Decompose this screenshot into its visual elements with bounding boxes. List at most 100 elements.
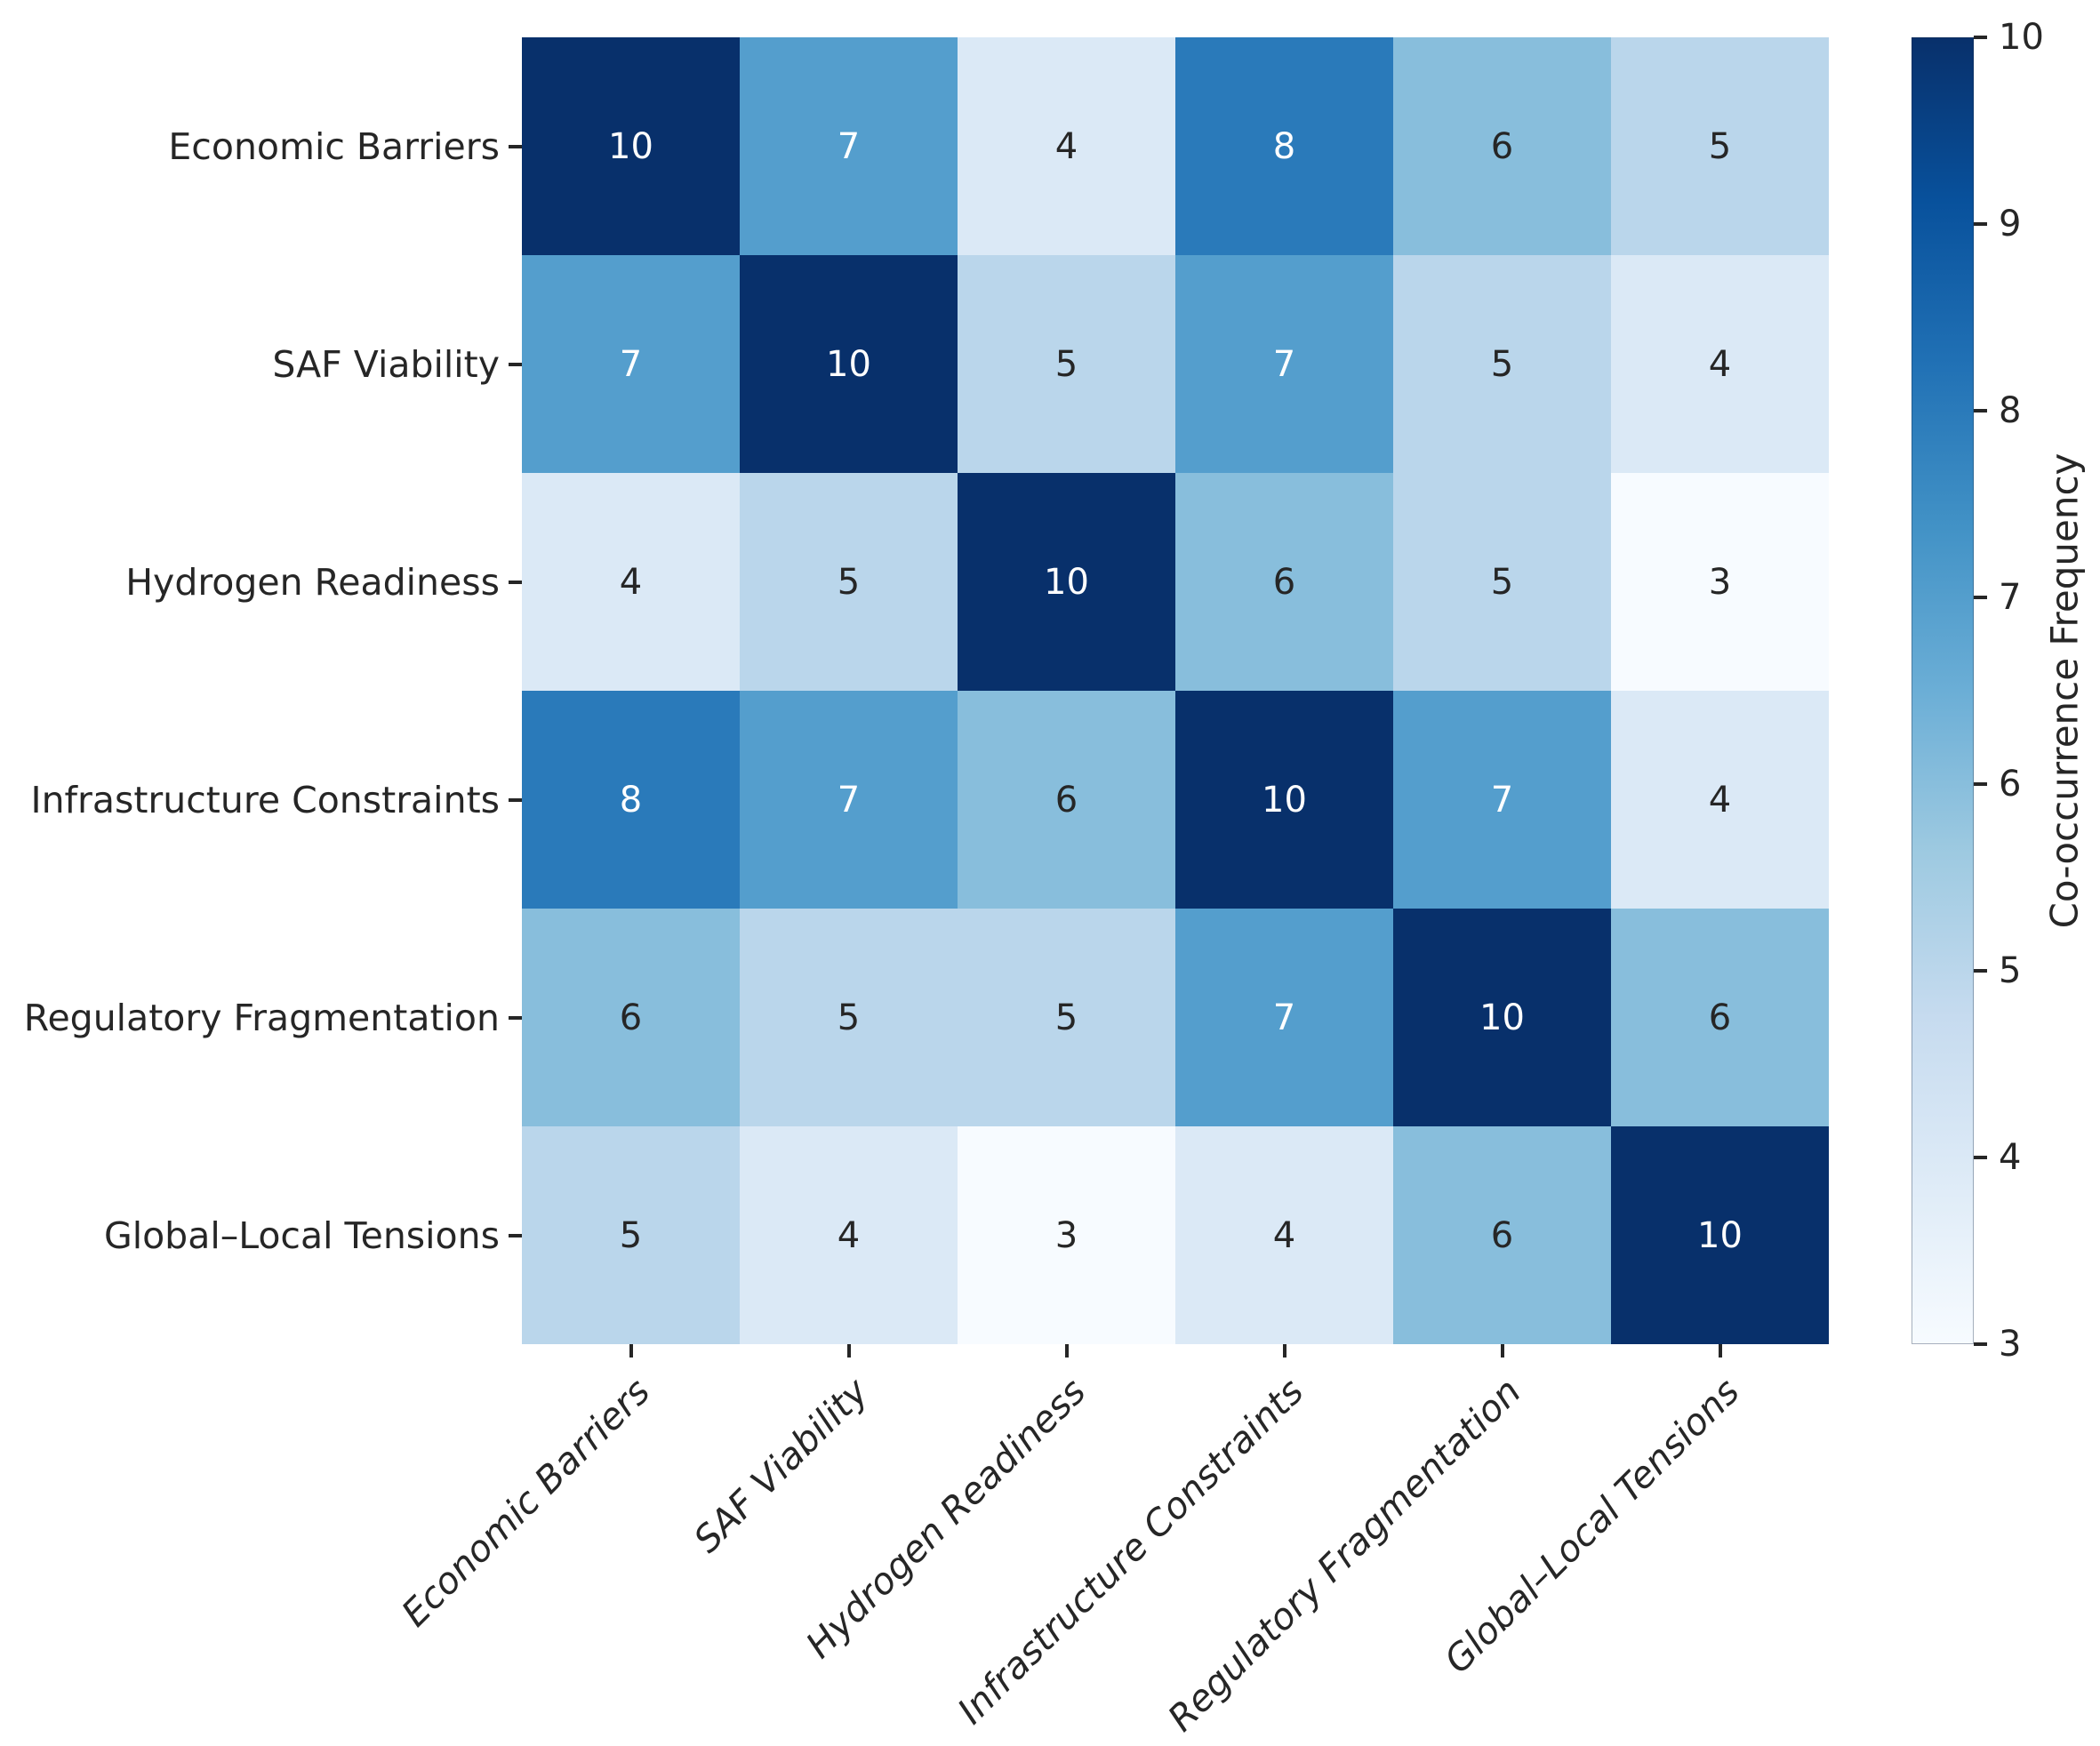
heatmap-cell: 4: [1611, 255, 1829, 473]
heatmap-cell: 4: [522, 473, 740, 691]
heatmap-cell: 4: [958, 37, 1175, 255]
colorbar-tick-label: 7: [1999, 577, 2022, 618]
heatmap-cell: 8: [1175, 37, 1393, 255]
y-axis-tick: [509, 144, 522, 148]
cell-value: 4: [837, 1214, 861, 1256]
heatmap-cell: 7: [522, 255, 740, 473]
heatmap-cell: 5: [1393, 255, 1611, 473]
heatmap-cell: 7: [1175, 909, 1393, 1126]
cell-value: 7: [1272, 997, 1296, 1038]
cell-value: 7: [1490, 779, 1514, 821]
x-axis-tick: [846, 1344, 851, 1358]
x-axis-label: Infrastructure Constraints: [949, 1370, 1312, 1733]
colorbar-tick: [1974, 1342, 1987, 1346]
y-axis-tick: [509, 1015, 522, 1020]
heatmap-cell: 3: [958, 1126, 1175, 1344]
colorbar-tick: [1974, 1156, 1987, 1159]
heatmap-cell: 6: [1611, 909, 1829, 1126]
cell-value: 4: [1708, 779, 1732, 821]
y-axis-label: Regulatory Fragmentation: [23, 996, 500, 1039]
colorbar-tick: [1974, 36, 1987, 39]
cell-value: 3: [1054, 1214, 1078, 1256]
heatmap-cell: 5: [740, 473, 958, 691]
heatmap-cell: 7: [740, 691, 958, 909]
colorbar-tick: [1974, 969, 1987, 973]
heatmap-cell: 6: [522, 909, 740, 1126]
y-axis-tick: [509, 797, 522, 802]
heatmap-cell: 8: [522, 691, 740, 909]
colorbar-tick-label: 9: [1999, 204, 2022, 244]
heatmap-cell: 6: [1393, 1126, 1611, 1344]
heatmap-plot: 10 7 4 8 6 5 7 10 5 7 5 4 4 5 10 6 5 3 8 7 6 10 7 4 6 5 5 7 10 6 5 4 3 4 6…: [522, 37, 1829, 1344]
heatmap-cell: 6: [958, 691, 1175, 909]
cell-value: 4: [619, 561, 643, 603]
cell-value: 7: [1272, 343, 1296, 385]
x-axis-tick: [1064, 1344, 1069, 1358]
y-axis-label: Global–Local Tensions: [103, 1213, 500, 1257]
x-axis-label: Economic Barriers: [393, 1370, 659, 1635]
cell-value: 6: [1708, 997, 1732, 1038]
colorbar-tick: [1974, 782, 1987, 786]
cell-value: 7: [619, 343, 643, 385]
cell-value: 6: [619, 997, 643, 1038]
heatmap-cell: 7: [740, 37, 958, 255]
cell-value: 5: [619, 1214, 643, 1256]
cell-value: 3: [1708, 561, 1732, 603]
heatmap-cell: 10: [1175, 691, 1393, 909]
x-axis-tick: [629, 1344, 633, 1358]
colorbar-tick-label: 3: [1999, 1324, 2022, 1365]
cell-value: 5: [1490, 343, 1514, 385]
heatmap-cell: 7: [1175, 255, 1393, 473]
heatmap-cell: 10: [958, 473, 1175, 691]
colorbar-tick: [1974, 409, 1987, 412]
x-axis-label: SAF Viability: [685, 1370, 877, 1561]
cell-value: 7: [837, 779, 861, 821]
colorbar-tick-label: 6: [1999, 764, 2022, 805]
cell-value: 5: [1054, 343, 1078, 385]
colorbar-tick-label: 10: [1999, 17, 2044, 58]
x-axis-tick: [1282, 1344, 1286, 1358]
colorbar-tick-label: 4: [1999, 1137, 2022, 1178]
cell-value: 5: [1708, 125, 1732, 167]
cell-value: 6: [1272, 561, 1296, 603]
cell-value: 10: [1479, 997, 1525, 1038]
cell-value: 10: [1262, 779, 1307, 821]
cell-value: 8: [619, 779, 643, 821]
cell-value: 8: [1272, 125, 1296, 167]
cell-value: 10: [1044, 561, 1089, 603]
colorbar-axis-label: Co-occurrence Frequency: [2042, 453, 2087, 929]
heatmap-cell: 10: [1393, 909, 1611, 1126]
x-axis-tick: [1718, 1344, 1722, 1358]
heatmap-cell: 10: [522, 37, 740, 255]
cell-value: 10: [608, 125, 653, 167]
y-axis-label: Economic Barriers: [168, 124, 500, 168]
cell-value: 10: [1697, 1214, 1743, 1256]
cell-value: 4: [1708, 343, 1732, 385]
heatmap-cell: 10: [1611, 1126, 1829, 1344]
heatmap-cell: 5: [958, 909, 1175, 1126]
cell-value: 5: [837, 997, 861, 1038]
cell-value: 6: [1490, 1214, 1514, 1256]
heatmap-cell: 5: [958, 255, 1175, 473]
y-axis-label: SAF Viability: [272, 342, 500, 386]
cell-value: 4: [1272, 1214, 1296, 1256]
colorbar-tick-label: 5: [1999, 950, 2022, 991]
y-axis-label: Infrastructure Constraints: [30, 778, 500, 821]
y-axis-tick: [509, 362, 522, 366]
heatmap-cell: 6: [1175, 473, 1393, 691]
heatmap-cell: 5: [522, 1126, 740, 1344]
cell-value: 7: [837, 125, 861, 167]
y-axis-tick: [509, 1233, 522, 1237]
x-axis-label: Regulatory Fragmentation: [1159, 1370, 1530, 1740]
colorbar: [1912, 37, 1974, 1344]
heatmap-cell: 4: [1175, 1126, 1393, 1344]
heatmap-cell: 4: [1611, 691, 1829, 909]
cell-value: 4: [1054, 125, 1078, 167]
heatmap-cell: 5: [1611, 37, 1829, 255]
heatmap-cell: 3: [1611, 473, 1829, 691]
cell-value: 5: [1054, 997, 1078, 1038]
heatmap-cell: 10: [740, 255, 958, 473]
y-axis-tick: [509, 580, 522, 584]
cell-value: 6: [1054, 779, 1078, 821]
